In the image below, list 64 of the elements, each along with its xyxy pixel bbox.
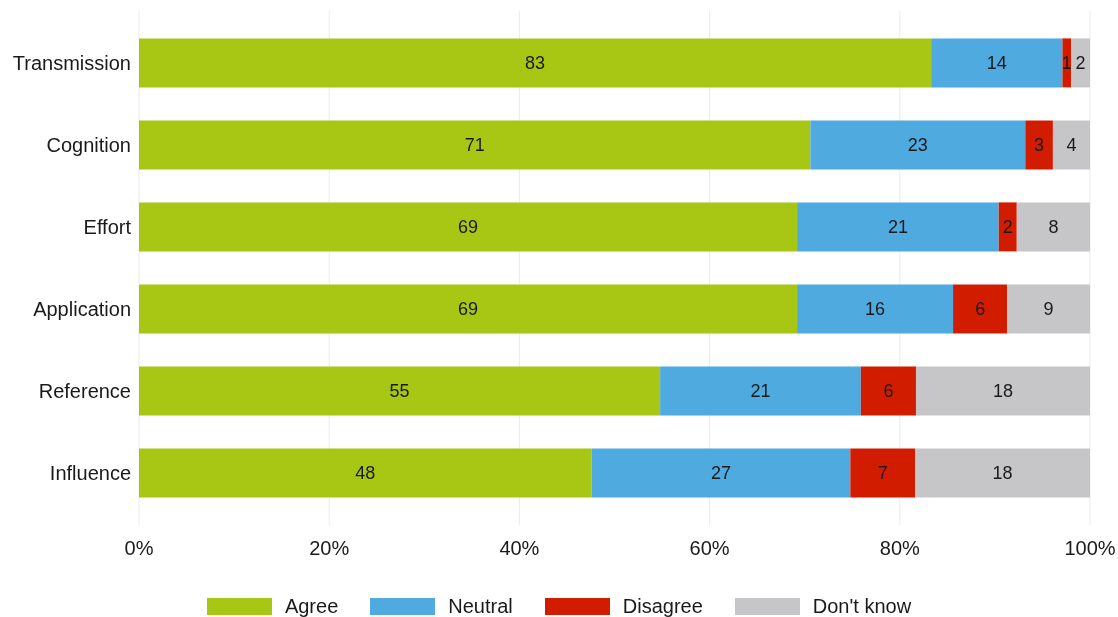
bar [139,202,798,252]
bar [797,284,954,334]
data-label: 18 [992,381,1013,402]
y-tick-label: Influence [49,462,131,485]
x-tick-label: 100% [1064,537,1116,560]
bar [797,202,999,252]
data-label: 8 [1048,217,1059,238]
y-tick-label: Reference [38,380,131,403]
x-tick-label: 40% [499,537,540,560]
data-label: 69 [458,299,479,320]
bar [915,366,1090,416]
bar [810,120,1026,170]
y-tick-label: Effort [83,216,132,239]
data-label: 6 [883,381,894,402]
data-label: 23 [907,135,928,156]
data-label: 16 [865,299,886,320]
bar [931,38,1063,88]
legend-label: Don't know [812,595,912,617]
x-tick-label: 60% [689,537,730,560]
data-label: 27 [711,463,732,484]
bar [1062,38,1071,88]
data-label: 55 [389,381,410,402]
data-label: 21 [750,381,771,402]
bar [139,284,798,334]
data-label: 14 [986,53,1007,74]
bar [139,38,932,88]
data-label: 69 [458,217,479,238]
data-label: 4 [1066,135,1077,156]
bar [860,366,916,416]
bar [850,448,916,498]
data-label: 83 [525,53,546,74]
bar [139,120,811,170]
legend-label: Disagree [622,595,703,617]
bar [998,202,1017,252]
bar [591,448,851,498]
data-label: 71 [464,135,485,156]
data-label: 7 [877,463,888,484]
bar [1016,202,1090,252]
y-tick-label: Transmission [12,52,131,75]
x-tick-label: 0% [124,537,154,560]
data-label: 3 [1034,135,1045,156]
legend-label: Agree [284,595,339,617]
data-label: 48 [355,463,376,484]
data-label: 2 [1075,53,1086,74]
legend-label: Neutral [448,595,513,617]
bar [139,448,592,498]
data-label: 9 [1043,299,1054,320]
y-tick-label: Cognition [46,134,131,157]
bar [1070,38,1090,88]
y-tick-label: Application [33,298,131,321]
bar [139,366,661,416]
bar [1007,284,1090,334]
data-label: 1 [1061,53,1072,74]
data-label: 21 [887,217,908,238]
x-tick-label: 80% [879,537,921,560]
data-label: 18 [992,463,1013,484]
data-label: 6 [975,299,986,320]
bar [915,448,1090,498]
bar [1052,120,1090,170]
data-label: 2 [1002,217,1013,238]
bar [1025,120,1053,170]
x-tick-label: 20% [309,537,350,560]
bar [660,366,861,416]
bar [953,284,1008,334]
